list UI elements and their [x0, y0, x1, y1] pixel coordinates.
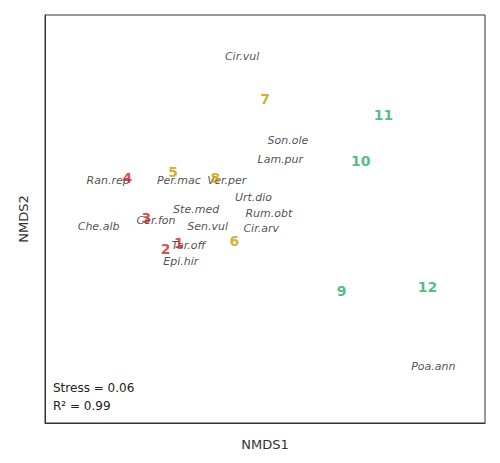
svg-text:12: 12 [418, 279, 437, 295]
svg-text:10: 10 [351, 153, 371, 169]
svg-text:Cer.fon: Cer.fon [136, 213, 176, 227]
svg-text:Cir.arv: Cir.arv [243, 222, 279, 235]
svg-text:Stress = 0.06: Stress = 0.06 [53, 381, 134, 395]
svg-text:8: 8 [210, 170, 220, 186]
svg-text:NMDS1: NMDS1 [241, 437, 288, 452]
svg-text:4: 4 [122, 170, 132, 186]
svg-text:Cir.vul: Cir.vul [225, 50, 259, 63]
svg-text:Epi.hir: Epi.hir [163, 255, 200, 268]
svg-text:5: 5 [168, 164, 178, 180]
svg-text:Ran.rep: Ran.rep [86, 173, 130, 187]
svg-text:Rum.obt: Rum.obt [245, 207, 293, 220]
svg-text:Sen.vul: Sen.vul [187, 220, 228, 233]
svg-text:Tar.off: Tar.off [171, 238, 206, 252]
svg-text:2: 2 [161, 241, 171, 257]
svg-text:7: 7 [260, 91, 270, 107]
svg-text:Son.ole: Son.ole [268, 134, 309, 147]
svg-text:NMDS2: NMDS2 [16, 195, 31, 242]
svg-text:3: 3 [142, 210, 152, 226]
svg-text:Urt.dio: Urt.dio [235, 191, 272, 204]
svg-text:Poa.ann: Poa.ann [411, 360, 455, 373]
svg-text:Ver.per: Ver.per [207, 173, 247, 187]
svg-text:Lam.pur: Lam.pur [258, 153, 305, 166]
svg-text:Che.alb: Che.alb [78, 220, 120, 233]
svg-text:9: 9 [337, 283, 347, 299]
svg-text:1: 1 [174, 235, 184, 251]
svg-text:Per.mac: Per.mac [157, 174, 201, 187]
svg-text:Ste.med: Ste.med [173, 203, 220, 216]
svg-text:11: 11 [374, 107, 393, 123]
svg-text:R² = 0.99: R² = 0.99 [53, 399, 111, 413]
svg-text:6: 6 [230, 233, 240, 249]
